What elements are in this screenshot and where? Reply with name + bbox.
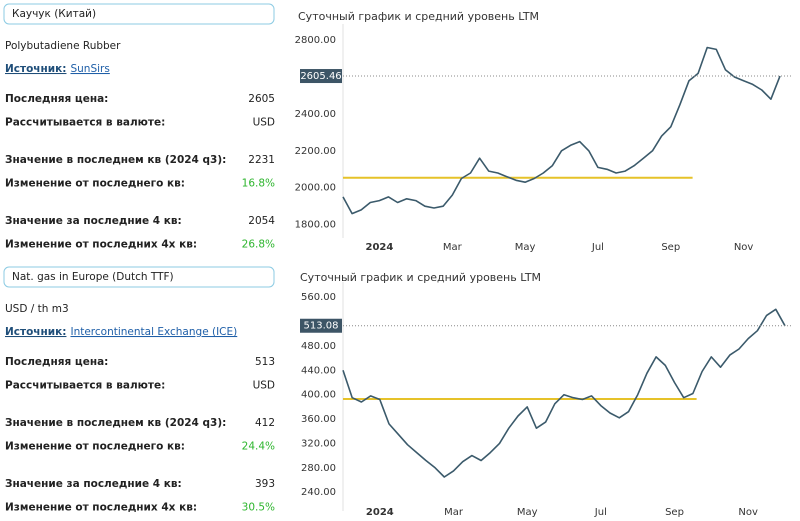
x-tick-label: Mar (443, 242, 463, 253)
panel-title: Nat. gas in Europe (Dutch TTF) (12, 271, 174, 283)
row-label: Значение в последнем кв (2024 q3): (5, 154, 226, 166)
row-label: Значение в последнем кв (2024 q3): (5, 417, 226, 429)
source-link[interactable]: Intercontinental Exchange (ICE) (70, 326, 237, 338)
row-label: Изменение от последнего кв: (5, 178, 185, 190)
row-value: USD (253, 380, 275, 392)
y-tick-label: 2000.00 (295, 183, 336, 194)
row-value: 16.8% (242, 178, 275, 190)
y-tick-label: 360.00 (301, 414, 336, 425)
x-tick-label: Sep (661, 242, 680, 253)
row-value: USD (253, 117, 275, 129)
row-label: Значение за последние 4 кв: (5, 215, 182, 227)
x-tick-label: 2024 (366, 507, 394, 518)
panel-title: Каучук (Китай) (12, 8, 96, 20)
x-tick-label: May (517, 507, 538, 518)
row-label: Изменение от последних 4х кв: (5, 502, 197, 514)
row-label: Изменение от последних 4х кв: (5, 239, 197, 251)
chart-title: Суточный график и средний уровень LTM (298, 10, 539, 23)
y-tick-label: 2400.00 (295, 109, 336, 120)
panel-header-box (3, 3, 275, 25)
y-tick-label: 560.00 (301, 292, 336, 303)
last-value-box (300, 69, 342, 84)
panel-subtitle: Polybutadiene Rubber (5, 40, 121, 52)
x-tick-label: Nov (734, 242, 754, 253)
row-value: 24.4% (242, 441, 275, 453)
y-tick-label: 400.00 (301, 390, 336, 401)
price-line (342, 308, 786, 478)
y-tick-label: 2800.00 (295, 35, 336, 46)
source-label: Источник: (5, 63, 66, 75)
x-tick-label: Jul (591, 242, 604, 253)
row-label: Последняя цена: (5, 356, 108, 368)
row-value: 26.8% (242, 239, 275, 251)
y-tick-label: 240.00 (301, 487, 336, 498)
row-label: Рассчитывается в валюте: (5, 117, 165, 129)
y-tick-label: 1800.00 (295, 220, 336, 231)
y-tick-label: 480.00 (301, 341, 336, 352)
chart-title: Суточный график и средний уровень LTM (300, 271, 541, 284)
row-value: 393 (255, 478, 275, 490)
x-tick-label: 2024 (365, 242, 393, 253)
row-value: 2605 (248, 93, 275, 105)
x-tick-label: Sep (665, 507, 684, 518)
x-tick-label: Mar (444, 507, 464, 518)
row-label: Рассчитывается в валюте: (5, 380, 165, 392)
last-value-label: 513.08 (304, 321, 339, 332)
row-label: Последняя цена: (5, 93, 108, 105)
x-tick-label: Nov (738, 507, 758, 518)
row-value: 2231 (248, 154, 275, 166)
row-value: 30.5% (242, 502, 275, 514)
x-tick-label: Jul (594, 507, 607, 518)
price-line (342, 46, 781, 215)
last-value-label: 2605.46 (300, 71, 341, 82)
row-value: 513 (255, 356, 275, 368)
x-tick-label: May (515, 242, 536, 253)
row-label: Изменение от последнего кв: (5, 441, 185, 453)
y-tick-label: 320.00 (301, 438, 336, 449)
panel-subtitle: USD / th m3 (5, 303, 69, 315)
row-value: 2054 (248, 215, 275, 227)
row-value: 412 (255, 417, 275, 429)
y-tick-label: 280.00 (301, 463, 336, 474)
y-tick-label: 2200.00 (295, 146, 336, 157)
last-value-box (300, 318, 342, 333)
y-tick-label: 440.00 (301, 365, 336, 376)
source-link[interactable]: SunSirs (70, 63, 109, 75)
row-label: Значение за последние 4 кв: (5, 478, 182, 490)
source-label: Источник: (5, 326, 66, 338)
panel-header-box (3, 266, 275, 288)
